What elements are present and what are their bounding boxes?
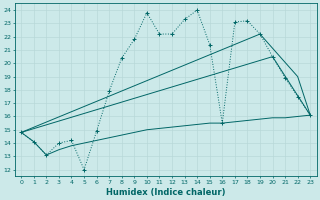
X-axis label: Humidex (Indice chaleur): Humidex (Indice chaleur) xyxy=(106,188,226,197)
